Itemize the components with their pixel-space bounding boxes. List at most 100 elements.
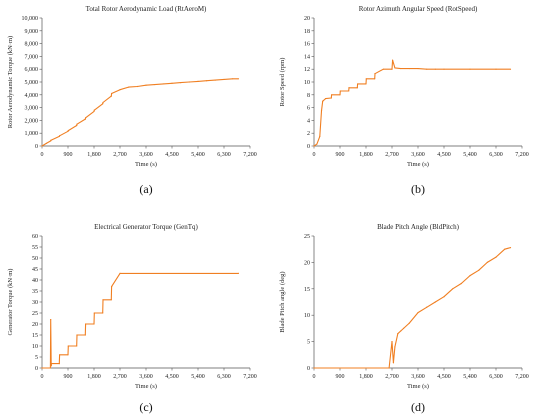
y-tick-label: 18 [304, 29, 310, 35]
x-tick-label: 4,500 [165, 374, 179, 380]
x-tick-label: 3,600 [139, 374, 153, 380]
data-point [85, 117, 87, 119]
y-tick-label: 6 [307, 106, 310, 112]
x-tick-label: 0 [313, 152, 316, 158]
data-point [49, 367, 51, 369]
y-tick-label: 20 [304, 16, 310, 22]
y-tick-label: 60 [32, 234, 38, 240]
x-tick-label: 6,300 [217, 152, 231, 158]
data-point [320, 110, 323, 112]
y-axis-label: Blade Pitch angle (deg) [279, 271, 286, 332]
data-point [391, 59, 394, 61]
y-tick-label: 14 [304, 54, 310, 60]
data-point [356, 87, 358, 89]
x-tick-label: 2,700 [385, 152, 399, 158]
data-point [136, 85, 138, 88]
x-tick-label: 7,200 [515, 374, 529, 380]
data-point [50, 363, 53, 365]
y-tick-label: 40 [32, 278, 38, 284]
y-tick-label: 15 [32, 333, 38, 339]
data-point [171, 82, 173, 84]
data-point [223, 78, 225, 81]
y-tick-label: 5 [307, 340, 310, 346]
series-line [314, 247, 511, 369]
x-axis-label: Time (s) [135, 161, 157, 168]
data-point [509, 247, 512, 249]
data-point [67, 345, 69, 347]
data-point [316, 143, 318, 145]
x-tick-label: 5,400 [463, 152, 477, 158]
y-tick-label: 0 [307, 144, 310, 150]
x-tick-label: 3,600 [139, 152, 153, 158]
data-point [400, 330, 402, 332]
data-point [426, 68, 428, 70]
y-axis-label: Generator Torque (kN·m) [7, 269, 14, 336]
y-tick-label: 20 [304, 260, 310, 266]
x-axis-label: Time (s) [135, 383, 157, 390]
y-tick-label: 9,000 [25, 29, 39, 35]
data-point [50, 139, 52, 141]
data-point [102, 101, 104, 104]
y-tick-label: 15 [304, 287, 310, 293]
data-point [365, 78, 367, 80]
y-tick-label: 50 [32, 256, 38, 262]
data-point [84, 334, 86, 336]
x-tick-label: 7,200 [243, 152, 257, 158]
panel-label: (d) [411, 400, 425, 414]
x-tick-label: 6,300 [217, 374, 231, 380]
y-tick-label: 4,000 [25, 93, 39, 99]
data-point [348, 87, 350, 89]
data-point [495, 68, 497, 70]
x-tick-label: 1,800 [87, 374, 101, 380]
data-point [93, 109, 95, 111]
y-tick-label: 0 [307, 366, 310, 372]
axis-lines [41, 18, 250, 147]
data-point [59, 354, 61, 356]
y-tick-label: 0 [35, 144, 38, 150]
data-point [41, 145, 43, 147]
data-point [434, 68, 436, 70]
y-tick-label: 8,000 [25, 42, 39, 48]
y-tick-label: 8 [307, 93, 310, 99]
chart-title: Rotor Azimuth Angular Speed (RotSpeed) [359, 5, 478, 13]
data-point [478, 269, 480, 271]
data-point [443, 68, 445, 70]
y-tick-label: 35 [32, 289, 38, 295]
panel-label: (b) [411, 182, 425, 196]
data-point [76, 124, 78, 127]
y-tick-label: 16 [304, 42, 310, 48]
x-tick-label: 900 [336, 374, 345, 380]
x-tick-label: 0 [41, 374, 44, 380]
data-point [391, 341, 393, 343]
data-point [206, 80, 208, 82]
data-point [45, 142, 47, 145]
data-point [504, 248, 506, 250]
data-point [313, 367, 315, 369]
data-point [76, 334, 78, 336]
data-point [509, 68, 512, 70]
data-point [374, 78, 376, 80]
y-tick-label: 10,000 [22, 16, 39, 22]
data-point [110, 299, 112, 301]
x-tick-label: 900 [64, 374, 73, 380]
data-point [67, 354, 69, 356]
y-tick-label: 2,000 [25, 118, 39, 124]
series-line [313, 59, 511, 147]
y-tick-label: 25 [32, 311, 38, 317]
data-point [67, 130, 69, 132]
data-point [41, 367, 43, 369]
panel-label: (c) [139, 400, 152, 414]
y-tick-label: 55 [32, 245, 38, 251]
data-point [408, 322, 410, 324]
data-point [111, 92, 113, 95]
data-point [365, 83, 367, 85]
data-point [119, 272, 121, 274]
axis-lines [313, 236, 522, 369]
y-tick-label: 20 [32, 322, 38, 328]
data-point [417, 311, 419, 314]
x-tick-label: 900 [336, 152, 345, 158]
x-tick-label: 1,800 [359, 152, 373, 158]
data-point [162, 83, 164, 85]
data-point [397, 333, 399, 335]
x-tick-label: 0 [41, 152, 44, 158]
